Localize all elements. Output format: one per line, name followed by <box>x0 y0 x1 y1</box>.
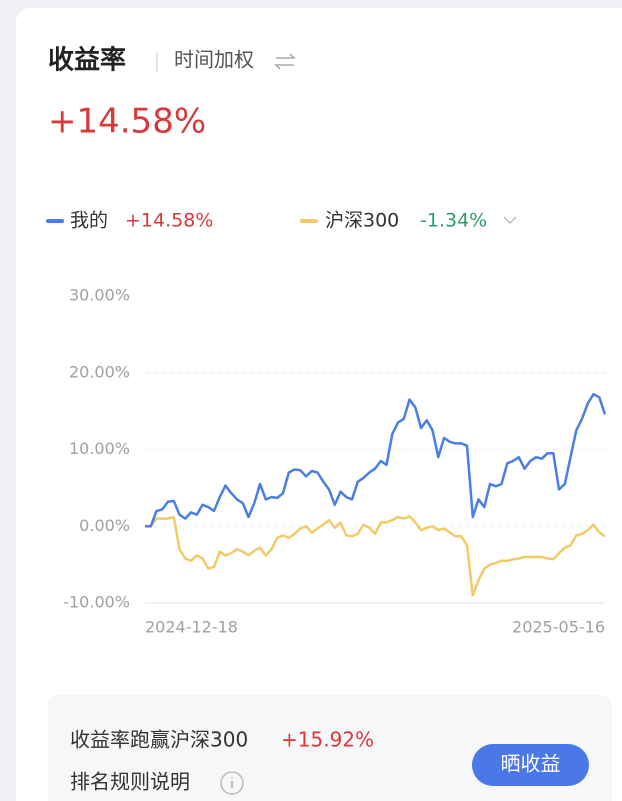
legend-value: -1.34% <box>420 210 487 232</box>
rules-link[interactable]: 排名规则说明 <box>70 770 190 794</box>
compare-label: 收益率跑赢沪深300 <box>70 728 248 752</box>
x-tick-label: 2024-12-18 <box>145 618 238 637</box>
y-tick-label: -10.00% <box>63 593 130 612</box>
series-line <box>145 392 607 528</box>
legend-value: +14.58% <box>125 210 213 232</box>
y-tick-label: 20.00% <box>69 362 130 381</box>
plot: -10.00% 0.00% 10.00% 20.00% 30.00% 2024-12-18… <box>63 286 607 637</box>
compare-value: +15.92% <box>281 728 374 752</box>
y-tick-label: 30.00% <box>69 286 130 305</box>
title: 收益率 <box>48 45 126 76</box>
mode-toggle[interactable]: 时间加权 <box>174 48 254 72</box>
chevron[interactable] <box>503 216 517 225</box>
summary-card <box>48 695 612 801</box>
headline: +14.58% <box>48 102 206 142</box>
y-tick-label: 10.00% <box>69 439 130 458</box>
x-tick-label: 2025-05-16 <box>512 618 605 637</box>
share-button[interactable] <box>472 744 589 786</box>
swap-icon[interactable] <box>274 53 296 70</box>
share-button-label[interactable]: 晒收益 <box>501 752 561 776</box>
y-tick-label: 0.00% <box>79 516 130 535</box>
series-line <box>145 515 606 597</box>
legend-label: 我的 <box>70 210 108 232</box>
legend-label: 沪深300 <box>325 210 399 232</box>
info-icon[interactable] <box>220 771 244 795</box>
